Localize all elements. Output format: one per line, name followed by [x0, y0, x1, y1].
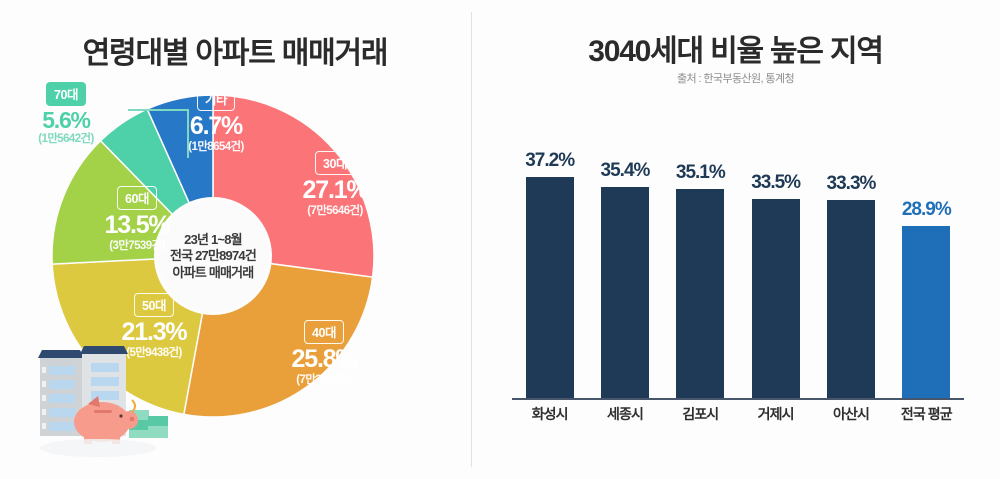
center-line-1: 23년 1~8월 — [184, 232, 242, 247]
center-line-3: 아파트 매매거래 — [172, 264, 255, 280]
bar-column: 33.5% — [738, 136, 813, 398]
bar-column: 28.9% — [889, 136, 964, 398]
bar-category-label: 아산시 — [833, 406, 870, 422]
center-line-2: 전국 27만8974건 — [169, 248, 257, 264]
pie-label-70s: 70대 5.6% (1만5642건) — [6, 82, 126, 147]
bar-rect — [525, 176, 574, 398]
pie-label-60s-count: (3만7539건) — [109, 239, 165, 252]
pie-label-30s-count: (7만5646건) — [307, 204, 363, 217]
bar-chart: 37.2% 35.4% 35.1% 33.5% 33.3% 28.9% 화성시 세종시 김포시… — [500, 96, 980, 436]
pie-label-40s-chip: 40대 — [304, 320, 344, 344]
bar-value-label: 33.3% — [826, 172, 877, 194]
pie-label-other-percent: 6.7% — [189, 112, 243, 140]
bar-column: 35.1% — [663, 136, 738, 398]
left-chart-title: 연령대별 아파트 매매거래 — [82, 37, 389, 70]
right-chart-source: 출처 : 한국부동산원, 통계청 — [676, 73, 795, 85]
bar-rect — [751, 198, 800, 398]
bar-value-label: 37.2% — [525, 149, 575, 171]
bar-chart-axis — [512, 398, 964, 400]
pie-label-50s: 50대 21.3% (5만9438건) — [93, 293, 215, 360]
bar-columns: 37.2% 35.4% 35.1% 33.5% 33.3% 28.9% — [512, 136, 964, 398]
pie-center-annotation: 23년 1~8월 전국 27만8974건 아파트 매매거래 — [157, 200, 269, 312]
pie-label-60s: 60대 13.5% (3만7539건) — [76, 186, 198, 253]
pie-label-40s-percent: 25.8% — [291, 345, 358, 373]
bar-category-label: 전국 평균 — [900, 406, 953, 422]
bar-rect — [902, 226, 951, 398]
bar-rect — [826, 199, 875, 398]
pie-label-70s-percent: 5.6% — [42, 107, 91, 133]
pie-label-50s-percent: 21.3% — [121, 318, 188, 346]
pie-label-50s-chip: 50대 — [134, 293, 174, 317]
bar-category-label: 화성시 — [531, 406, 569, 422]
pie-label-30s: 30대 27.1% (7만5646건) — [274, 151, 396, 218]
bar-value-label: 35.4% — [600, 160, 651, 182]
bar-category-label: 세종시 — [607, 406, 644, 422]
pie-label-other-chip: 기타 — [196, 87, 235, 111]
pie-label-50s-count: (5만9438건) — [126, 346, 182, 359]
bar-category-labels: 화성시 세종시 김포시 거제시 아산시 전국 평균 — [512, 404, 964, 424]
pie-label-other: 기타 6.7% (1만8654건) — [170, 87, 262, 154]
pie-label-60s-chip: 60대 — [117, 186, 157, 210]
pie-label-40s-count: (7만2055건) — [296, 373, 352, 386]
panel-divider — [471, 12, 472, 467]
bar-value-label: 35.1% — [675, 162, 726, 184]
pie-label-30s-chip: 30대 — [315, 151, 355, 175]
bar-column: 33.3% — [813, 136, 888, 398]
pie-label-other-count: (1만8654건) — [188, 140, 244, 153]
pie-label-40s: 40대 25.8% (7만2055건) — [263, 320, 385, 387]
apartment-building-icon-left — [38, 350, 84, 436]
pie-chart: 23년 1~8월 전국 27만8974건 아파트 매매거래 30대 27.1% … — [38, 78, 408, 434]
money-stack-icon — [129, 410, 168, 438]
apartment-piggybank-illustration — [38, 346, 168, 457]
pie-label-30s-percent: 27.1% — [302, 176, 369, 204]
pie-label-60s-percent: 13.5% — [104, 211, 171, 239]
pie-label-70s-chip: 70대 — [46, 82, 86, 106]
bar-value-label: 33.5% — [751, 171, 801, 193]
bar-rect — [600, 187, 649, 398]
bar-column: 37.2% — [512, 136, 587, 398]
right-chart-title: 3040세대 비율 높은 지역 — [588, 35, 884, 68]
leader-line-70s — [128, 109, 189, 158]
bar-category-label: 김포시 — [682, 406, 719, 422]
bar-column: 35.4% — [587, 136, 662, 398]
bar-value-label: 28.9% — [901, 199, 952, 221]
pie-label-70s-count: (1만5642건) — [38, 133, 94, 146]
bar-category-label: 거제시 — [757, 406, 795, 422]
bar-rect — [676, 189, 725, 398]
